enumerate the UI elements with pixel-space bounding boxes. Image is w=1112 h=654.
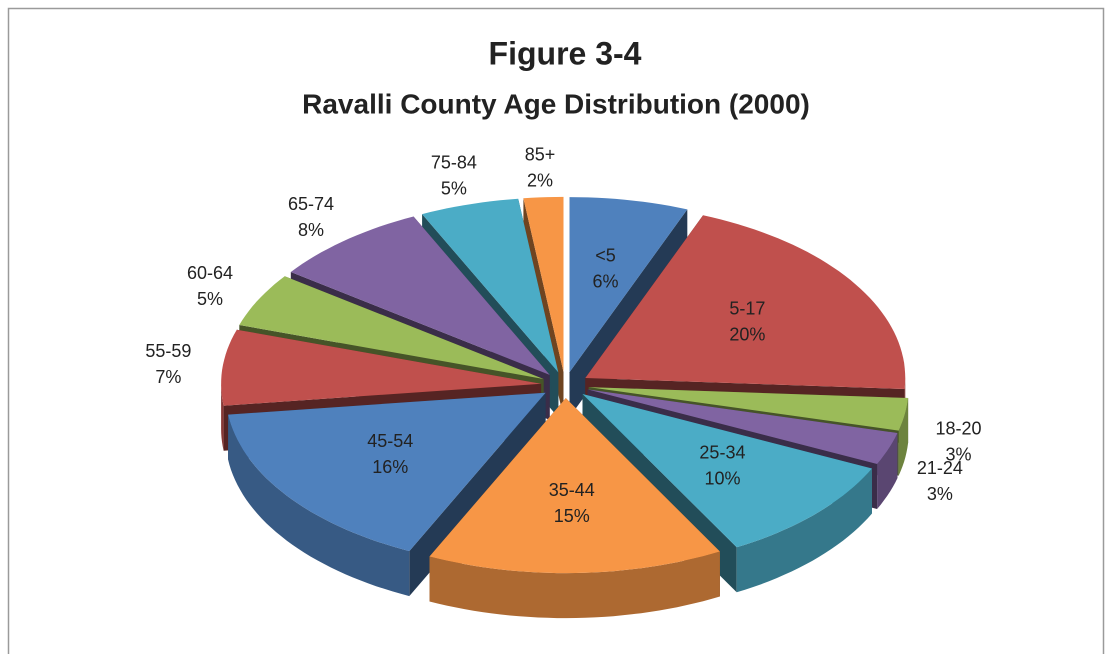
chart-subtitle: Ravalli County Age Distribution (2000) [302, 88, 810, 119]
data-label-value: 5% [197, 289, 223, 309]
data-label-value: 6% [592, 272, 618, 292]
data-label-category: 5-17 [729, 298, 765, 318]
slice-top [290, 216, 550, 375]
data-label-category: 60-64 [187, 263, 233, 283]
slice-top [569, 197, 688, 373]
data-label-value: 3% [927, 484, 953, 504]
data-label-value: 7% [155, 367, 181, 387]
slice-outer-side [429, 551, 720, 619]
slice-top [429, 398, 720, 574]
data-label-category: 75-84 [431, 153, 477, 173]
data-label-category: <5 [595, 246, 616, 266]
slice-outer-side [228, 414, 410, 597]
slice-top [588, 387, 909, 431]
data-label-category: 55-59 [145, 341, 191, 361]
slice-outer-side [736, 468, 872, 593]
slice-top [523, 196, 564, 372]
slice-top [422, 198, 559, 373]
slice-top [582, 394, 872, 548]
data-label-value: 15% [554, 506, 590, 526]
slice-outer-side [221, 383, 224, 451]
data-label-category: 35-44 [549, 480, 595, 500]
data-label-value: 5% [441, 179, 467, 199]
chart-border [7, 7, 1105, 654]
data-label-value: 8% [298, 220, 324, 240]
data-label-category: 18-20 [935, 418, 981, 438]
data-label-value: 3% [945, 444, 971, 464]
slice-outer-side [877, 433, 898, 509]
data-label-category: 21-24 [917, 458, 963, 478]
slice-top [221, 329, 542, 406]
data-label-value: 2% [527, 170, 553, 190]
data-label-category: 45-54 [367, 431, 413, 451]
data-label-category: 85+ [525, 144, 556, 164]
slice-top [587, 389, 898, 464]
slice-top [228, 392, 546, 552]
slice [429, 398, 720, 619]
slice-outer-side [898, 398, 909, 476]
data-label-value: 20% [729, 324, 765, 344]
data-label-category: 25-34 [699, 443, 745, 463]
data-label-value: 16% [372, 457, 408, 477]
slice-top [585, 215, 906, 389]
data-label-category: 65-74 [288, 194, 334, 214]
slice-top [239, 276, 544, 379]
data-label-value: 10% [704, 469, 740, 489]
chart-title: Figure 3-4 [489, 35, 642, 71]
